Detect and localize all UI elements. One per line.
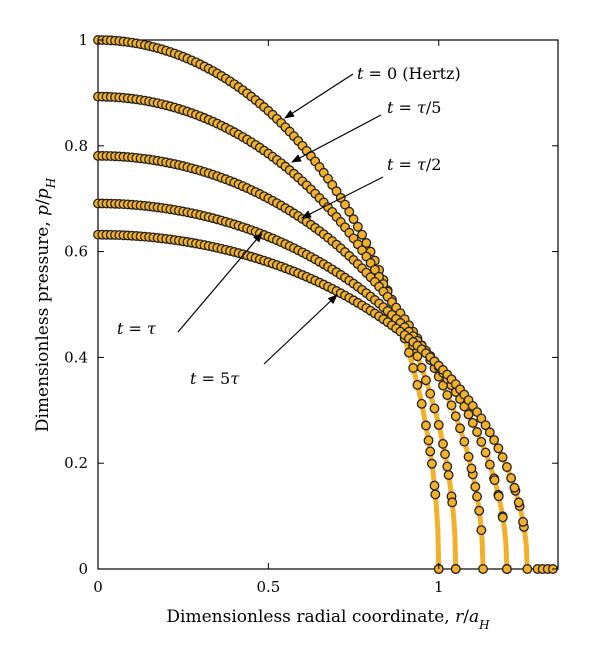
data-point — [501, 564, 512, 574]
data-point — [518, 516, 528, 527]
markers-layer — [93, 35, 558, 574]
arrow-tau — [177, 232, 263, 333]
data-point — [416, 398, 427, 409]
arrow-tau5 — [291, 114, 382, 163]
data-point — [442, 390, 453, 401]
data-point — [426, 458, 437, 469]
data-point — [472, 491, 483, 502]
data-point — [506, 473, 517, 484]
data-point — [509, 482, 520, 493]
arrow-hertz — [284, 73, 354, 119]
data-point — [369, 264, 380, 275]
data-point — [450, 411, 461, 422]
data-point — [493, 443, 504, 454]
data-point — [412, 351, 423, 362]
annotations-layer: t = 0 (Hertz) t = τ/5 t = τ/2 t = τ t = … — [117, 64, 461, 388]
data-point — [484, 427, 495, 438]
curves-layer — [98, 37, 530, 570]
tick-labels-layer: 0 0.5 1 0 0.2 0.4 0.6 0.8 1 — [64, 31, 443, 596]
arrow-tau2 — [301, 176, 384, 219]
data-point — [425, 388, 436, 399]
data-point — [489, 475, 500, 486]
y-tick-label: 0.6 — [64, 243, 88, 261]
data-point — [450, 564, 461, 574]
x-tick-label: 0.5 — [256, 578, 280, 596]
data-point — [472, 427, 483, 437]
data-point — [340, 199, 350, 210]
y-tick-label: 0.2 — [64, 454, 88, 472]
x-axis-label: Dimensionless radial coordinate, r/aH — [166, 607, 490, 632]
data-point — [438, 438, 448, 449]
data-point — [480, 420, 491, 431]
data-point — [497, 452, 508, 463]
data-point — [412, 379, 423, 390]
series-curve-2 — [98, 153, 486, 570]
data-point — [476, 525, 487, 536]
label-tau2: t = τ/2 — [387, 155, 441, 174]
data-point — [408, 363, 419, 373]
y-tick-label: 0.8 — [64, 137, 88, 155]
x-tick-label: 0 — [93, 578, 103, 596]
data-point — [344, 206, 355, 217]
data-point — [348, 214, 359, 225]
data-point — [433, 420, 444, 430]
data-point — [443, 470, 454, 480]
label-tau5: t = τ/5 — [387, 98, 441, 117]
arrow-5tau — [263, 294, 338, 365]
data-point — [513, 497, 524, 508]
label-tau: t = τ — [117, 319, 157, 338]
data-point — [447, 497, 458, 508]
data-point — [357, 229, 368, 240]
data-point — [463, 409, 474, 420]
data-point — [421, 420, 431, 431]
data-point — [497, 512, 508, 523]
data-point — [522, 564, 533, 574]
data-point — [352, 221, 363, 232]
data-point — [489, 435, 500, 446]
label-5tau: t = 5τ — [190, 369, 240, 388]
data-point — [478, 564, 488, 574]
data-point — [501, 462, 512, 473]
data-point — [403, 347, 414, 358]
data-point — [425, 446, 436, 457]
y-axis-label: Dimensionless pressure, p/pH — [33, 177, 58, 432]
ticks-layer — [97, 39, 558, 570]
data-point — [416, 362, 427, 373]
data-point — [480, 447, 491, 458]
data-point — [446, 400, 457, 411]
data-point — [476, 436, 487, 447]
y-tick-label: 0 — [78, 560, 88, 578]
data-point — [474, 505, 485, 516]
y-tick-label: 0.4 — [64, 348, 88, 366]
data-point — [455, 423, 465, 434]
data-point — [484, 459, 495, 470]
data-point — [430, 489, 441, 500]
data-point — [493, 491, 504, 502]
data-point — [442, 461, 453, 472]
data-point — [463, 451, 474, 462]
data-point — [421, 375, 431, 386]
data-point — [423, 435, 434, 446]
data-point — [429, 480, 440, 491]
data-point — [459, 436, 470, 447]
data-point — [440, 449, 450, 460]
data-point — [470, 481, 481, 492]
data-point — [466, 463, 477, 474]
label-hertz: t = 0 (Hertz) — [357, 64, 461, 83]
x-tick-label: 1 — [434, 578, 444, 596]
plot-frame — [97, 39, 559, 570]
data-point — [429, 403, 440, 414]
y-tick-label: 1 — [78, 31, 88, 49]
data-point — [467, 417, 478, 428]
